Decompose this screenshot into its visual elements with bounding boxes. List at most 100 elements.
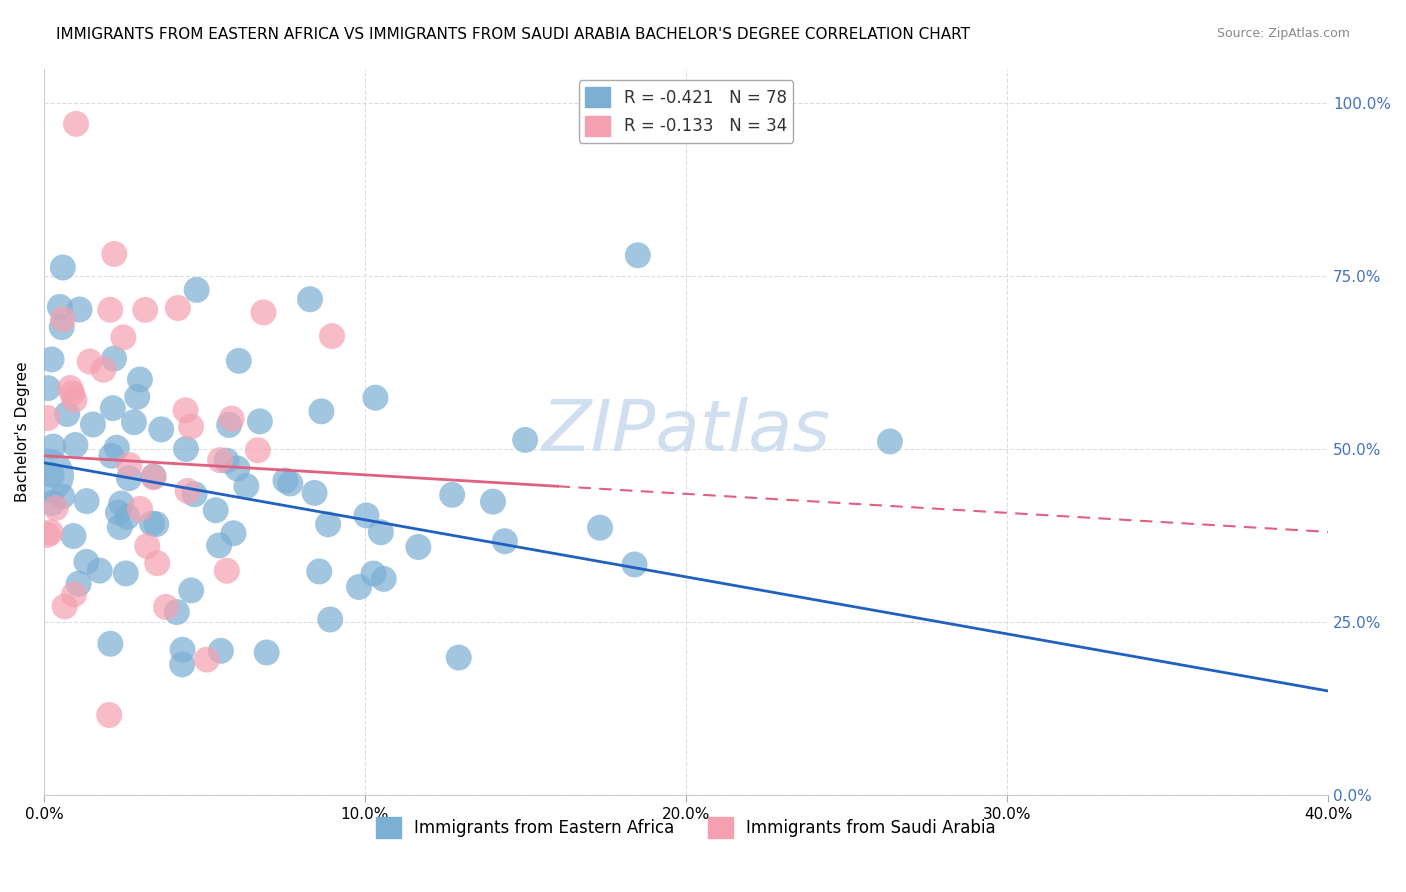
Point [79, 354, 101, 368]
Point [52, 312, 75, 326]
Point [494, 534, 516, 549]
Point [75, 555, 97, 569]
Point [35, 468, 58, 483]
Point [67, 576, 90, 591]
Point [41, 467, 63, 482]
Point [108, 520, 131, 534]
Point [56, 407, 79, 421]
Point [515, 433, 537, 447]
Point [62, 529, 84, 543]
Point [63, 392, 86, 407]
Point [69, 302, 91, 317]
Point [59, 381, 82, 395]
Y-axis label: Bachelor's Degree: Bachelor's Degree [15, 361, 30, 502]
Text: IMMIGRANTS FROM EASTERN AFRICA VS IMMIGRANTS FROM SAUDI ARABIA BACHELOR'S DEGREE: IMMIGRANTS FROM EASTERN AFRICA VS IMMIGR… [56, 27, 970, 42]
Point [100, 637, 122, 651]
Point [39, 525, 62, 540]
Point [370, 525, 392, 540]
Point [218, 417, 240, 432]
Point [112, 330, 135, 344]
Point [209, 644, 232, 658]
Point [37, 528, 59, 542]
Point [150, 422, 173, 436]
Point [51, 490, 73, 504]
Point [166, 605, 188, 619]
Point [76, 494, 98, 508]
Point [103, 247, 125, 261]
Point [100, 449, 122, 463]
Point [235, 479, 257, 493]
Point [228, 354, 250, 368]
Point [134, 302, 156, 317]
Point [623, 558, 645, 572]
Point [98, 302, 121, 317]
Point [145, 517, 167, 532]
Point [256, 645, 278, 659]
Point [176, 483, 198, 498]
Point [246, 443, 269, 458]
Point [142, 470, 165, 484]
Point [42, 440, 65, 454]
Point [118, 471, 141, 485]
Point [60, 386, 83, 401]
Point [117, 509, 139, 524]
Point [186, 283, 208, 297]
Point [879, 434, 901, 449]
Point [53, 599, 76, 614]
Point [215, 453, 238, 467]
Point [37, 411, 59, 425]
Point [103, 351, 125, 366]
Point [356, 508, 378, 523]
Point [321, 329, 343, 343]
Point [63, 587, 86, 601]
Text: ZIPatlas: ZIPatlas [541, 397, 831, 467]
Point [215, 564, 238, 578]
Point [172, 657, 194, 672]
Point [136, 539, 159, 553]
Point [183, 487, 205, 501]
Point [249, 414, 271, 428]
Point [49, 300, 72, 314]
Point [208, 538, 231, 552]
Point [129, 372, 152, 386]
Legend: Immigrants from Eastern Africa, Immigrants from Saudi Arabia: Immigrants from Eastern Africa, Immigran… [370, 811, 1002, 845]
Point [589, 521, 612, 535]
Point [174, 442, 197, 456]
Point [45, 500, 67, 515]
Point [146, 556, 169, 570]
Point [221, 411, 243, 425]
Point [51, 320, 73, 334]
Point [167, 301, 190, 315]
Point [364, 391, 387, 405]
Point [408, 540, 430, 554]
Point [105, 441, 128, 455]
Point [180, 419, 202, 434]
Point [308, 565, 330, 579]
Point [65, 117, 87, 131]
Point [174, 403, 197, 417]
Point [142, 469, 165, 483]
Point [447, 650, 470, 665]
Point [129, 501, 152, 516]
Point [316, 517, 339, 532]
Point [482, 494, 505, 508]
Text: Source: ZipAtlas.com: Source: ZipAtlas.com [1216, 27, 1350, 40]
Point [180, 583, 202, 598]
Point [195, 652, 218, 666]
Point [347, 580, 370, 594]
Point [373, 572, 395, 586]
Point [311, 404, 333, 418]
Point [118, 458, 141, 472]
Point [52, 260, 75, 275]
Point [41, 496, 63, 510]
Point [222, 526, 245, 541]
Point [155, 599, 177, 614]
Point [110, 496, 132, 510]
Point [93, 363, 115, 377]
Point [278, 476, 301, 491]
Point [252, 305, 274, 319]
Point [82, 417, 104, 432]
Point [304, 486, 326, 500]
Point [37, 381, 59, 395]
Point [101, 401, 124, 416]
